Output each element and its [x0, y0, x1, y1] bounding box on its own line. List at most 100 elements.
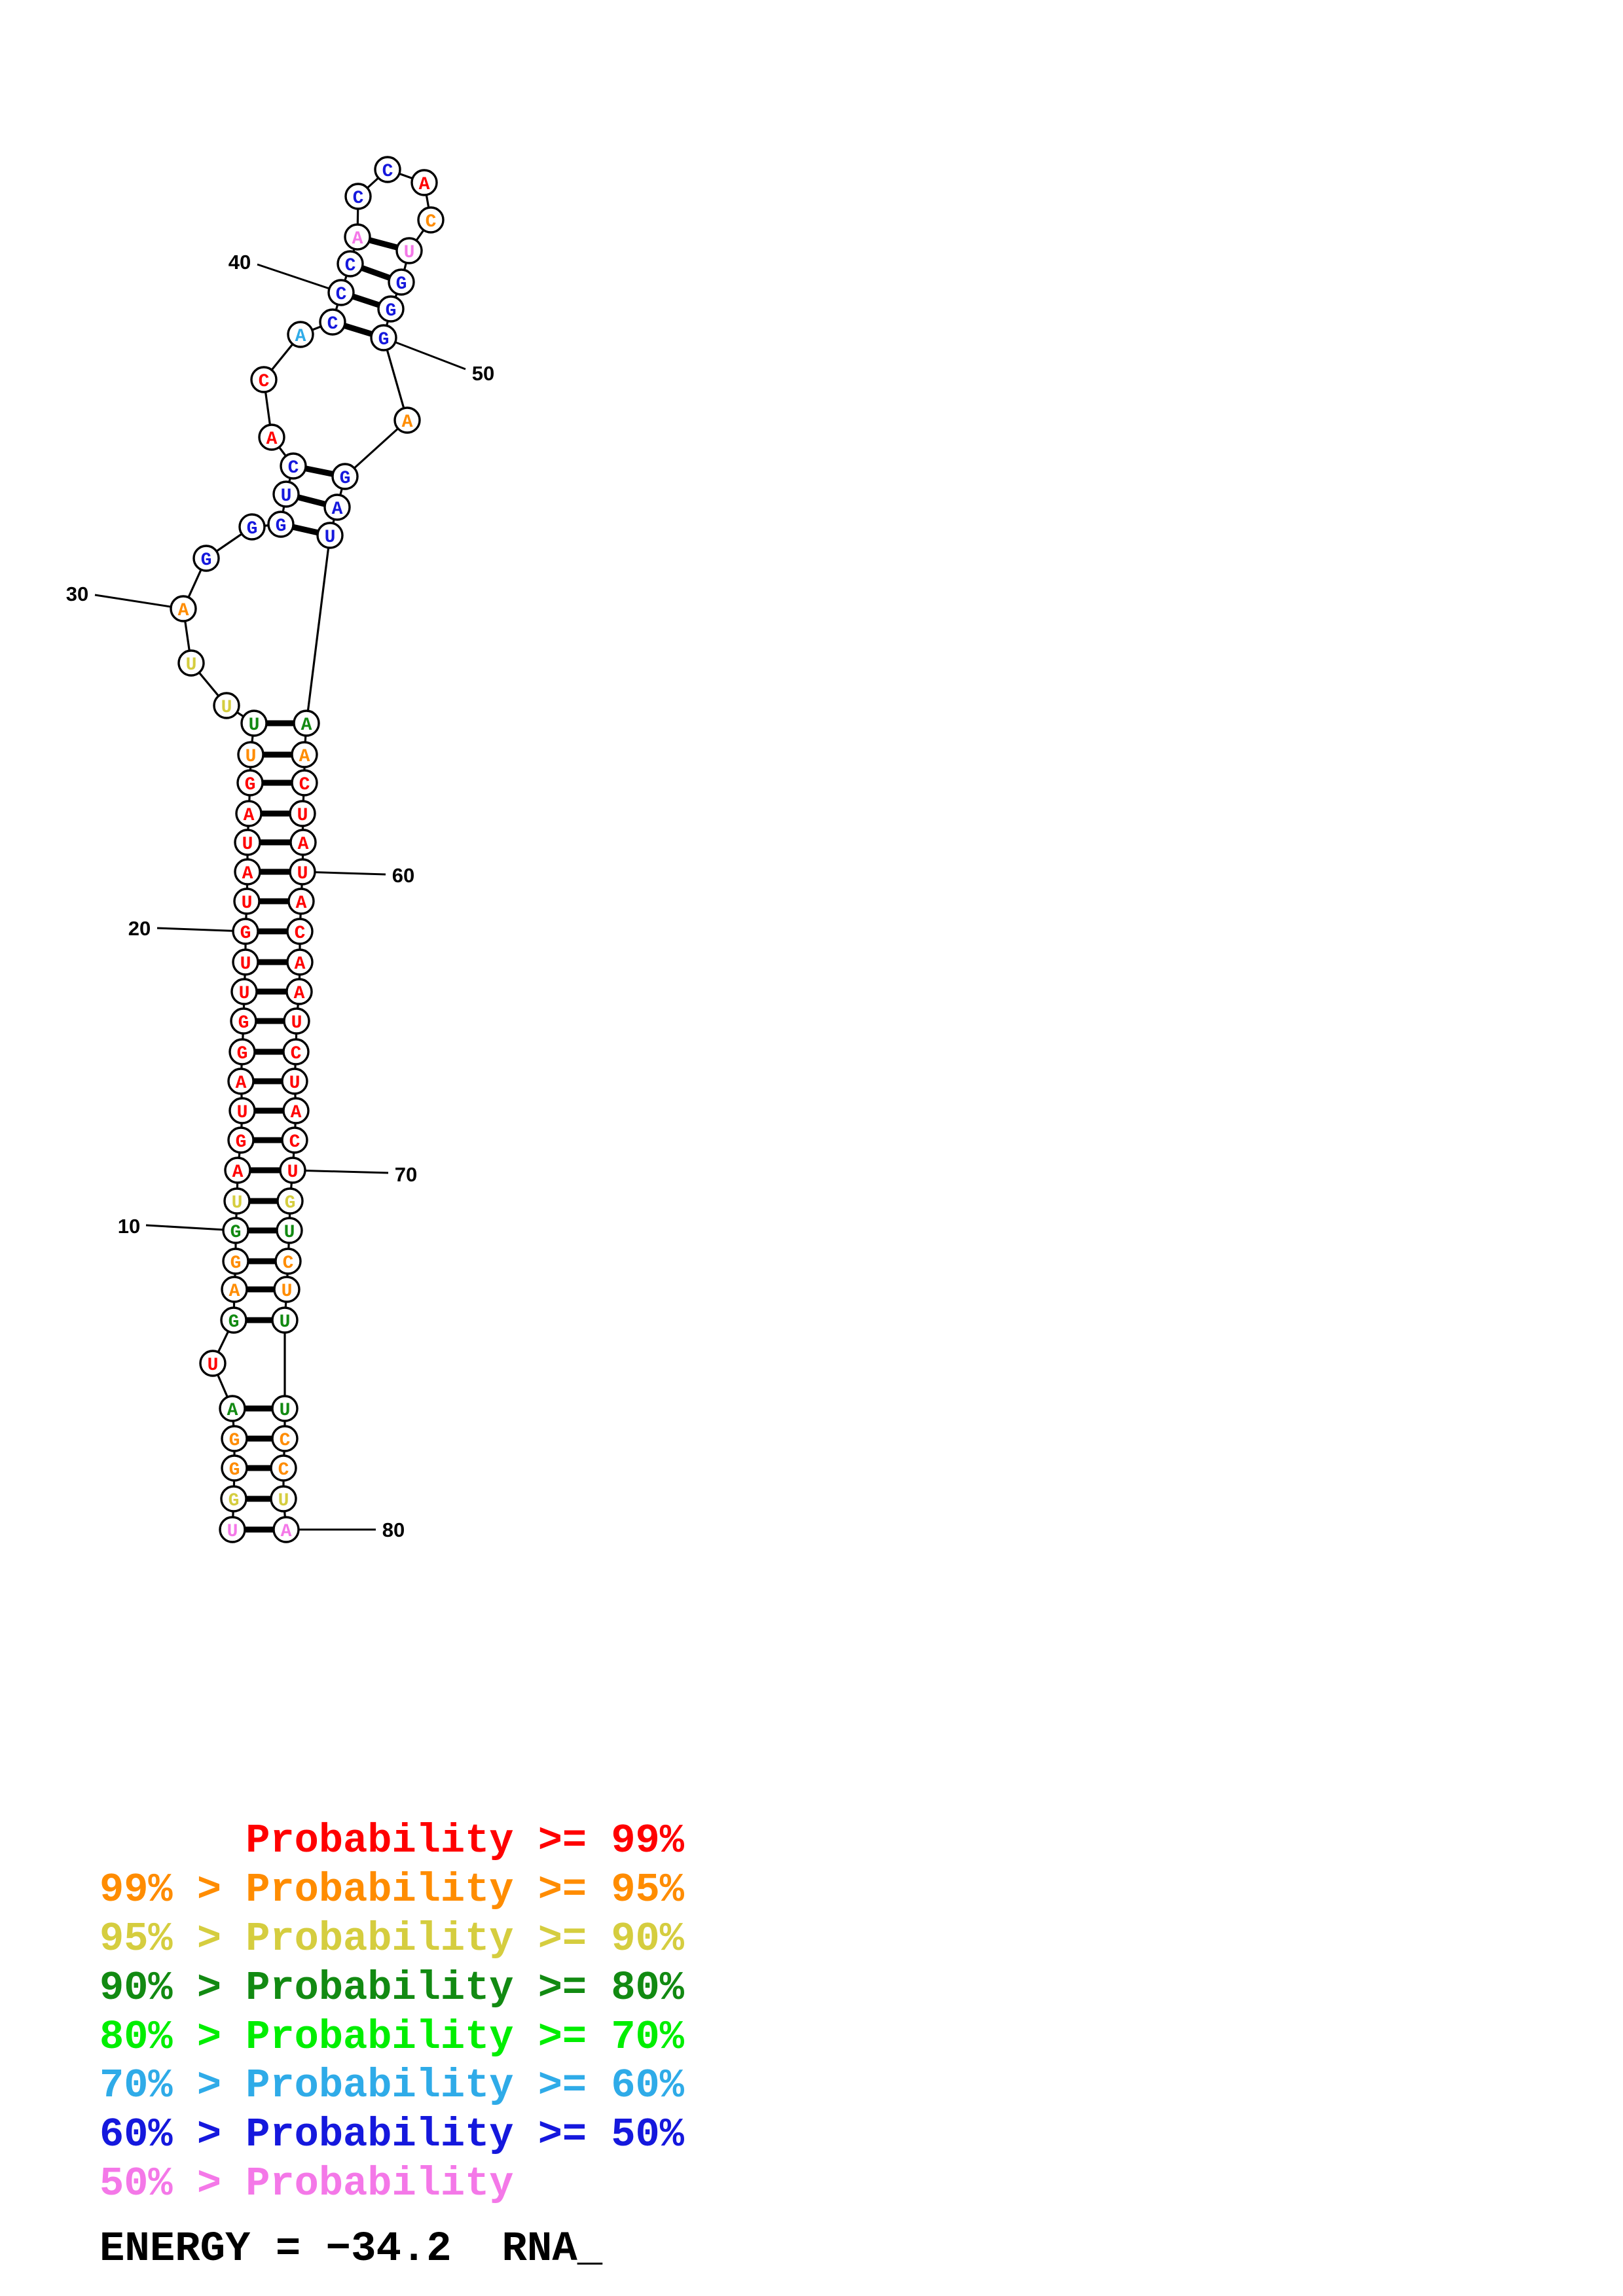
- nucleotide-base: A: [298, 834, 309, 855]
- nucleotide-base: U: [280, 1312, 291, 1333]
- nucleotide-base: A: [229, 1282, 240, 1302]
- nucleotide-base: A: [299, 747, 310, 767]
- nucleotide-base: G: [236, 1132, 247, 1153]
- nucleotide-base: G: [245, 775, 256, 795]
- nucleotide-circle: [344, 183, 372, 210]
- label-leader-line: [292, 1169, 389, 1174]
- nucleotide-base: U: [237, 1103, 248, 1123]
- nucleotide-circle: [331, 463, 359, 490]
- nucleotide-circle: [377, 295, 405, 323]
- nucleotide-base: G: [229, 1431, 240, 1451]
- nucleotide-circle: [395, 237, 423, 264]
- nucleotide-base: U: [278, 1491, 289, 1511]
- nucleotide-base: A: [291, 1103, 302, 1123]
- nucleotide-base: U: [297, 806, 308, 826]
- nucleotide-circle: [228, 1097, 256, 1124]
- nucleotide-base: G: [230, 1253, 242, 1274]
- nucleotide-base: C: [295, 924, 306, 944]
- nucleotide-circle: [316, 522, 344, 549]
- nucleotide-base: C: [259, 372, 270, 392]
- nucleotide-base: A: [244, 806, 255, 826]
- nucleotide-circle: [222, 1247, 249, 1275]
- nucleotide-base: A: [296, 893, 307, 914]
- label-leader-line: [94, 594, 184, 610]
- nucleotide-circle: [282, 1097, 310, 1124]
- nucleotide-circle: [370, 324, 397, 351]
- nucleotide-base: U: [291, 1013, 302, 1033]
- nucleotide-circle: [270, 1454, 297, 1482]
- label-leader-line: [145, 1224, 236, 1232]
- nucleotide-base: G: [240, 924, 251, 944]
- nucleotide-circle: [286, 918, 314, 945]
- backbone-line: [344, 419, 409, 478]
- nucleotide-base: G: [201, 550, 212, 571]
- nucleotide-circle: [293, 709, 320, 737]
- nucleotide-circle: [240, 709, 268, 737]
- nucleotide-base: U: [287, 1162, 299, 1183]
- nucleotide-circle: [327, 279, 355, 306]
- label-leader-line: [302, 870, 386, 876]
- nucleotide-base: G: [228, 1491, 240, 1511]
- nucleotide-circle: [374, 156, 401, 183]
- nucleotide-base: A: [419, 175, 430, 195]
- nucleotide-base: A: [352, 229, 363, 249]
- nucleotide-base: A: [178, 601, 189, 621]
- nucleotide-circle: [199, 1350, 227, 1377]
- nucleotide-circle: [258, 423, 285, 451]
- nucleotide-circle: [221, 1425, 248, 1452]
- nucleotide-base: G: [229, 1460, 240, 1480]
- nucleotide-circle: [177, 649, 205, 677]
- label-leader-line: [156, 927, 246, 933]
- nucleotide-base: U: [280, 1401, 291, 1421]
- nucleotide-circle: [232, 948, 259, 976]
- nucleotide-base: U: [186, 655, 197, 675]
- legend-row: 60% > Probability >= 50%: [100, 2111, 684, 2158]
- nucleotide-base: C: [327, 314, 338, 334]
- nucleotide-circle: [236, 769, 264, 797]
- nucleotide-circle: [344, 223, 371, 251]
- nucleotide-circle: [170, 595, 197, 622]
- label-leader-line: [383, 336, 466, 370]
- nucleotide-base: C: [291, 1044, 302, 1064]
- nucleotide-circle: [289, 829, 317, 856]
- nucleotide-circle: [224, 1157, 251, 1184]
- nucleotide-base: C: [280, 1431, 291, 1451]
- nucleotide-circle: [273, 1276, 301, 1303]
- nucleotide-base: C: [278, 1460, 289, 1480]
- nucleotide-base: G: [228, 1312, 240, 1333]
- nucleotide-circle: [221, 1276, 248, 1303]
- nucleotide-circle: [234, 858, 261, 886]
- nucleotide-circle: [337, 250, 364, 278]
- nucleotide-base: A: [295, 954, 306, 975]
- nucleotide-circle: [281, 1126, 308, 1154]
- nucleotide-base: G: [230, 1223, 242, 1243]
- nucleotide-base: G: [285, 1193, 296, 1213]
- nucleotide-base: U: [249, 715, 260, 736]
- nucleotide-circle: [291, 769, 318, 797]
- nucleotide-circle: [230, 978, 258, 1005]
- position-number-label: 10: [118, 1215, 140, 1238]
- energy-label: ENERGY = −34.2 RNA_: [100, 2226, 603, 2273]
- nucleotide-circle: [250, 366, 278, 393]
- nucleotide-base: U: [239, 984, 250, 1004]
- nucleotide-circle: [271, 1425, 299, 1452]
- nucleotide-circle: [213, 692, 240, 719]
- nucleotide-base: C: [289, 1132, 301, 1153]
- nucleotide-base: C: [336, 285, 347, 305]
- nucleotide-circle: [219, 1395, 246, 1422]
- position-number-label: 70: [395, 1163, 417, 1186]
- nucleotide-circle: [270, 1485, 297, 1513]
- nucleotide-base: U: [404, 243, 415, 263]
- nucleotide-base: A: [295, 327, 306, 347]
- nucleotide-base: A: [402, 412, 413, 433]
- nucleotide-base: U: [208, 1355, 219, 1376]
- nucleotide-base: A: [266, 429, 278, 450]
- nucleotide-circle: [220, 1485, 247, 1513]
- nucleotide-base: G: [247, 519, 258, 539]
- nucleotide-circle: [289, 858, 316, 886]
- nucleotide-circle: [223, 1187, 251, 1215]
- nucleotide-base: U: [221, 698, 232, 718]
- nucleotide-circle: [280, 452, 307, 480]
- nucleotide-circle: [232, 918, 259, 945]
